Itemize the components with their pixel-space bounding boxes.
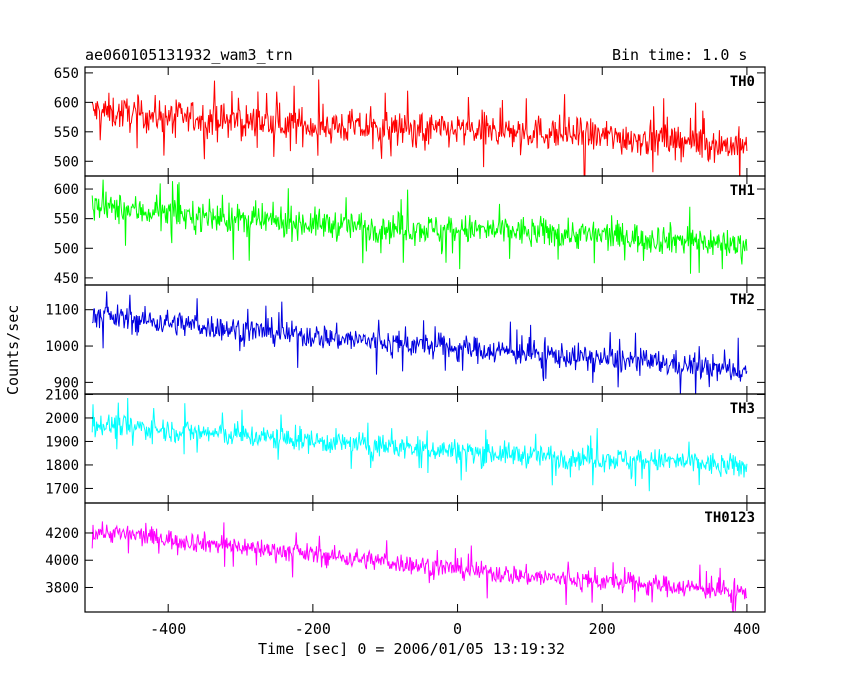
y-tick-label: 450 [54, 271, 79, 287]
y-tick-label: 2000 [45, 411, 79, 427]
y-tick-label: 1800 [45, 458, 79, 474]
x-tick-label: -400 [150, 620, 186, 638]
panel-label-th0: TH0 [730, 74, 755, 90]
panel-frame [84, 502, 766, 613]
series-line-th2 [91, 291, 748, 394]
y-tick-label: 1700 [45, 481, 79, 497]
y-tick-label: 500 [54, 154, 79, 170]
x-tick-label: 200 [589, 620, 616, 638]
panel-th0123: 3800 4000 4200 TH0123 [45, 502, 766, 613]
bin-time-label: Bin time: 1.0 s [612, 46, 748, 64]
y-tick-label: 600 [54, 182, 79, 198]
panel-th3: 1700 1800 1900 2000 2100 TH3 [45, 387, 766, 504]
y-tick-label: 1100 [45, 303, 79, 319]
y-axis-label: Counts/sec [4, 304, 22, 395]
panel-th2: 900 1000 1100 TH2 [45, 284, 766, 395]
series-line-th3 [91, 397, 748, 492]
x-axis-label: Time [sec] 0 = 2006/01/05 13:19:32 [258, 640, 566, 658]
y-tick-label: 1900 [45, 434, 79, 450]
x-tick-label: 400 [733, 620, 760, 638]
panel-label-th0123: TH0123 [704, 510, 755, 526]
y-tick-label: 1000 [45, 339, 79, 355]
y-tick-label: 4000 [45, 553, 79, 569]
x-tick-label: -200 [295, 620, 331, 638]
y-tick-label: 550 [54, 125, 79, 141]
panel-th1: 450 500 550 600 TH1 [54, 175, 766, 287]
y-tick-label: 4200 [45, 526, 79, 542]
y-tick-label: 650 [54, 66, 79, 82]
chart-title: ae060105131932_wam3_trn [85, 46, 293, 64]
panel-th0: 500 550 600 650 TH0 [54, 66, 766, 177]
y-tick-label: 900 [54, 375, 79, 391]
series-line-th0 [91, 79, 748, 176]
y-tick-label: 3800 [45, 580, 79, 596]
y-tick-label: 2100 [45, 387, 79, 403]
series-line-th1 [91, 179, 748, 274]
y-tick-label: 550 [54, 212, 79, 228]
panel-frame [84, 393, 766, 504]
x-tick-label: 0 [453, 620, 462, 638]
panel-label-th3: TH3 [730, 401, 755, 417]
y-tick-label: 600 [54, 95, 79, 111]
y-tick-label: 500 [54, 241, 79, 257]
series-line-th0123 [91, 521, 748, 612]
panel-label-th1: TH1 [730, 183, 755, 199]
panel-label-th2: TH2 [730, 292, 755, 308]
